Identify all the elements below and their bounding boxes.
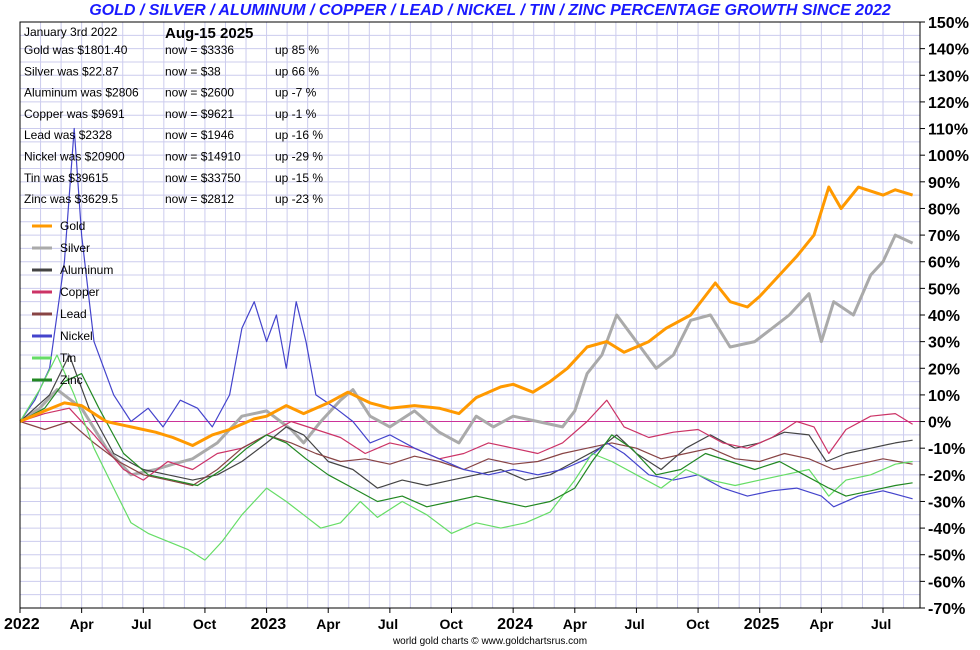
info-now: now = $2600: [165, 86, 234, 100]
series-line-zinc: [19, 373, 913, 508]
x-tick-label: Apr: [70, 616, 95, 632]
y-tick-label: 100%: [928, 148, 969, 165]
y-tick-label: 110%: [928, 122, 968, 139]
x-tick-label: Apr: [316, 616, 341, 632]
axes-layer: 150% 140% 130% 120% 110% 100% 90% 80% 70% 60% 50% 4…: [4, 15, 969, 633]
info-now: now = $3336: [165, 43, 234, 57]
y-tick-label: -70%: [928, 601, 965, 618]
info-was: Copper was $9691: [24, 107, 125, 121]
legend: Gold Silver Aluminum Copper Lead Nickel Tin Zin…: [32, 219, 113, 387]
y-tick-label: -60%: [928, 574, 965, 591]
y-tick-label: 140%: [928, 42, 969, 59]
info-start-date: January 3rd 2022: [24, 25, 118, 39]
x-tick-label: Jul: [871, 616, 891, 632]
series-line-aluminum: [19, 354, 913, 489]
info-up: up 66 %: [275, 64, 319, 78]
x-tick-label: Jul: [624, 616, 644, 632]
info-end-date: Aug-15 2025: [165, 25, 253, 42]
y-tick-label: -20%: [928, 468, 965, 485]
y-tick-label: 50%: [928, 281, 960, 298]
info-now: now = $9621: [165, 107, 234, 121]
legend-label-nickel: Nickel: [60, 329, 93, 343]
y-tick-label: 130%: [928, 68, 969, 85]
info-was: Nickel was $20900: [24, 150, 125, 164]
info-up: up -29 %: [275, 150, 323, 164]
x-tick-label: 2022: [4, 616, 40, 633]
info-now: now = $1946: [165, 128, 234, 142]
y-tick-label: 60%: [928, 255, 960, 272]
grid-layer: [19, 21, 920, 609]
info-was: Tin was $39615: [24, 171, 109, 185]
x-tick-label: 2023: [251, 616, 287, 633]
info-now: now = $33750: [165, 171, 241, 185]
info-was: Zinc was $3629.5: [24, 192, 118, 206]
y-tick-label: 80%: [928, 201, 960, 218]
y-tick-label: 70%: [928, 228, 960, 245]
info-up: up 85 %: [275, 43, 319, 57]
y-tick-label: 40%: [928, 308, 960, 325]
y-tick-label: 10%: [928, 388, 960, 405]
info-up: up -1 %: [275, 107, 317, 121]
y-tick-label: -40%: [928, 521, 965, 538]
y-tick-label: -10%: [928, 441, 965, 458]
x-tick-label: Jul: [131, 616, 151, 632]
x-tick-label: Apr: [563, 616, 588, 632]
series-line-copper: [19, 399, 913, 481]
series-line-silver: [19, 233, 914, 477]
y-tick-label: 20%: [928, 361, 960, 378]
y-tick-label: 30%: [928, 335, 960, 352]
series-layer: [19, 127, 914, 561]
footer-credit: world gold charts © www.goldchartsrus.co…: [392, 636, 588, 647]
y-tick-label: 0%: [928, 415, 951, 432]
info-was: Aluminum was $2806: [24, 86, 139, 100]
legend-label-aluminum: Aluminum: [60, 263, 113, 277]
y-tick-label: 90%: [928, 175, 960, 192]
x-tick-label: 2024: [497, 616, 533, 633]
series-line-nickel: [19, 127, 913, 508]
info-now: now = $2812: [165, 192, 234, 206]
y-tick-label: 120%: [928, 95, 969, 112]
info-was: Silver was $22.87: [24, 64, 119, 78]
legend-label-silver: Silver: [60, 241, 90, 255]
legend-label-tin: Tin: [60, 351, 76, 365]
legend-label-gold: Gold: [60, 219, 85, 233]
info-now: now = $14910: [165, 150, 241, 164]
x-tick-label: Apr: [809, 616, 834, 632]
info-up: up -15 %: [275, 171, 323, 185]
info-was: Gold was $1801.40: [24, 43, 128, 57]
legend-label-lead: Lead: [60, 307, 87, 321]
y-tick-label: 150%: [928, 15, 969, 32]
legend-label-copper: Copper: [60, 285, 99, 299]
info-up: up -23 %: [275, 192, 323, 206]
x-tick-label: 2025: [744, 616, 780, 633]
y-tick-label: -30%: [928, 494, 965, 511]
x-tick-label: Jul: [378, 616, 398, 632]
chart-title: GOLD / SILVER / ALUMINUM / COPPER / LEAD…: [89, 2, 891, 19]
info-now: now = $38: [165, 64, 221, 78]
x-tick-label: Oct: [686, 616, 710, 632]
legend-label-zinc: Zinc: [60, 373, 83, 387]
info-panel: January 3rd 2022 Aug-15 2025 Gold was $180…: [24, 25, 323, 206]
series-line-gold: [19, 185, 914, 447]
series-line-tin: [19, 354, 913, 561]
info-was: Lead was $2328: [24, 128, 112, 142]
x-tick-label: Oct: [193, 616, 217, 632]
info-up: up -7 %: [275, 86, 317, 100]
x-tick-label: Oct: [440, 616, 464, 632]
y-tick-label: -50%: [928, 548, 965, 565]
info-up: up -16 %: [275, 128, 323, 142]
